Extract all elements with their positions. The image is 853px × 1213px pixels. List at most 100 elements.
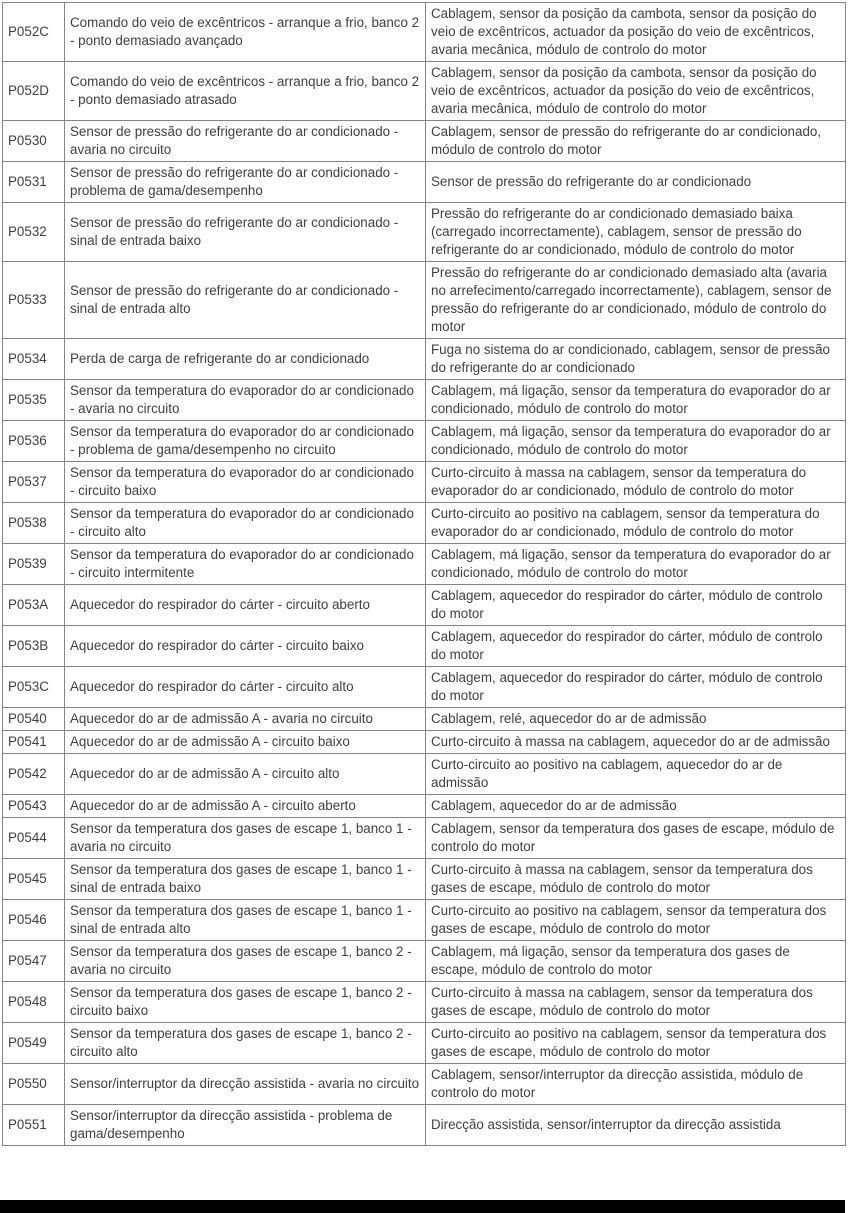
dtc-description-cell: Sensor da temperatura dos gases de escap… bbox=[64, 981, 426, 1023]
dtc-code-cell: P0549 bbox=[2, 1022, 65, 1064]
dtc-description-cell: Sensor da temperatura dos gases de escap… bbox=[64, 817, 426, 859]
table-row: P0533 Sensor de pressão do refrigerante … bbox=[2, 261, 846, 339]
dtc-description-cell: Aquecedor do ar de admissão A - circuito… bbox=[64, 730, 426, 754]
dtc-causes-cell: Cablagem, aquecedor do respirador do cár… bbox=[425, 625, 846, 667]
dtc-description-cell: Sensor da temperatura do evaporador do a… bbox=[64, 420, 426, 462]
table-row: P0532 Sensor de pressão do refrigerante … bbox=[2, 202, 846, 262]
table-row: P0543 Aquecedor do ar de admissão A - ci… bbox=[2, 794, 846, 818]
table-row: P0546 Sensor da temperatura dos gases de… bbox=[2, 899, 846, 941]
dtc-description-cell: Aquecedor do ar de admissão A - circuito… bbox=[64, 794, 426, 818]
dtc-causes-cell: Cablagem, aquecedor do respirador do cár… bbox=[425, 666, 846, 708]
dtc-code-cell: P053B bbox=[2, 625, 65, 667]
dtc-description-cell: Sensor de pressão do refrigerante do ar … bbox=[64, 261, 426, 339]
dtc-causes-cell: Curto-circuito ao positivo na cablagem, … bbox=[425, 753, 846, 795]
dtc-code-cell: P0533 bbox=[2, 261, 65, 339]
dtc-causes-cell: Cablagem, relé, aquecedor do ar de admis… bbox=[425, 707, 846, 731]
dtc-description-cell: Sensor da temperatura dos gases de escap… bbox=[64, 858, 426, 900]
table-row: P0545 Sensor da temperatura dos gases de… bbox=[2, 858, 846, 900]
dtc-code-cell: P0531 bbox=[2, 161, 65, 203]
dtc-causes-cell: Cablagem, aquecedor do ar de admissão bbox=[425, 794, 846, 818]
dtc-table-body: P052C Comando do veio de excêntricos - a… bbox=[2, 2, 846, 1146]
dtc-description-cell: Aquecedor do ar de admissão A - circuito… bbox=[64, 753, 426, 795]
dtc-code-cell: P052D bbox=[2, 61, 65, 121]
dtc-description-cell: Sensor da temperatura do evaporador do a… bbox=[64, 502, 426, 544]
dtc-code-cell: P0536 bbox=[2, 420, 65, 462]
dtc-causes-cell: Fuga no sistema do ar condicionado, cabl… bbox=[425, 338, 846, 380]
dtc-causes-cell: Cablagem, sensor/interruptor da direcção… bbox=[425, 1063, 846, 1105]
dtc-causes-cell: Sensor de pressão do refrigerante do ar … bbox=[425, 161, 846, 203]
dtc-code-cell: P0550 bbox=[2, 1063, 65, 1105]
dtc-code-cell: P0544 bbox=[2, 817, 65, 859]
dtc-description-cell: Comando do veio de excêntricos - arranqu… bbox=[64, 61, 426, 121]
table-row: P0535 Sensor da temperatura do evaporado… bbox=[2, 379, 846, 421]
dtc-description-cell: Comando do veio de excêntricos - arranqu… bbox=[64, 2, 426, 62]
dtc-causes-cell: Curto-circuito à massa na cablagem, sens… bbox=[425, 858, 846, 900]
table-row: P053B Aquecedor do respirador do cárter … bbox=[2, 625, 846, 667]
dtc-description-cell: Sensor da temperatura dos gases de escap… bbox=[64, 940, 426, 982]
dtc-causes-cell: Cablagem, sensor da posição da cambota, … bbox=[425, 61, 846, 121]
dtc-code-cell: P052C bbox=[2, 2, 65, 62]
table-row: P0537 Sensor da temperatura do evaporado… bbox=[2, 461, 846, 503]
dtc-causes-cell: Cablagem, má ligação, sensor da temperat… bbox=[425, 940, 846, 982]
table-row: P0534 Perda de carga de refrigerante do … bbox=[2, 338, 846, 380]
dtc-description-cell: Sensor/interruptor da direcção assistida… bbox=[64, 1063, 426, 1105]
dtc-causes-cell: Pressão do refrigerante do ar condiciona… bbox=[425, 202, 846, 262]
table-row: P0541 Aquecedor do ar de admissão A - ci… bbox=[2, 730, 846, 754]
table-row: P052C Comando do veio de excêntricos - a… bbox=[2, 2, 846, 62]
dtc-causes-cell: Cablagem, má ligação, sensor da temperat… bbox=[425, 420, 846, 462]
dtc-description-cell: Aquecedor do respirador do cárter - circ… bbox=[64, 625, 426, 667]
dtc-description-cell: Sensor da temperatura do evaporador do a… bbox=[64, 379, 426, 421]
table-row: P0538 Sensor da temperatura do evaporado… bbox=[2, 502, 846, 544]
table-row: P0536 Sensor da temperatura do evaporado… bbox=[2, 420, 846, 462]
dtc-description-cell: Sensor da temperatura do evaporador do a… bbox=[64, 543, 426, 585]
dtc-causes-cell: Cablagem, má ligação, sensor da temperat… bbox=[425, 543, 846, 585]
dtc-code-cell: P0540 bbox=[2, 707, 65, 731]
table-row: P0548 Sensor da temperatura dos gases de… bbox=[2, 981, 846, 1023]
dtc-code-cell: P0535 bbox=[2, 379, 65, 421]
dtc-causes-cell: Curto-circuito à massa na cablagem, aque… bbox=[425, 730, 846, 754]
dtc-code-cell: P0534 bbox=[2, 338, 65, 380]
dtc-code-cell: P0537 bbox=[2, 461, 65, 503]
dtc-description-cell: Sensor de pressão do refrigerante do ar … bbox=[64, 202, 426, 262]
table-row: P0551 Sensor/interruptor da direcção ass… bbox=[2, 1104, 846, 1146]
dtc-causes-cell: Cablagem, aquecedor do respirador do cár… bbox=[425, 584, 846, 626]
dtc-code-cell: P0538 bbox=[2, 502, 65, 544]
table-row: P052D Comando do veio de excêntricos - a… bbox=[2, 61, 846, 121]
dtc-causes-cell: Curto-circuito à massa na cablagem, sens… bbox=[425, 461, 846, 503]
dtc-code-cell: P0551 bbox=[2, 1104, 65, 1146]
dtc-causes-cell: Curto-circuito ao positivo na cablagem, … bbox=[425, 1022, 846, 1064]
dtc-causes-cell: Pressão do refrigerante do ar condiciona… bbox=[425, 261, 846, 339]
table-row: P053C Aquecedor do respirador do cárter … bbox=[2, 666, 846, 708]
table-row: P0544 Sensor da temperatura dos gases de… bbox=[2, 817, 846, 859]
table-row: P0547 Sensor da temperatura dos gases de… bbox=[2, 940, 846, 982]
page-bottom-bar bbox=[0, 1200, 845, 1213]
dtc-description-cell: Sensor da temperatura do evaporador do a… bbox=[64, 461, 426, 503]
dtc-causes-cell: Curto-circuito à massa na cablagem, sens… bbox=[425, 981, 846, 1023]
table-row: P053A Aquecedor do respirador do cárter … bbox=[2, 584, 846, 626]
table-row: P0550 Sensor/interruptor da direcção ass… bbox=[2, 1063, 846, 1105]
dtc-description-cell: Aquecedor do respirador do cárter - circ… bbox=[64, 666, 426, 708]
dtc-code-cell: P0530 bbox=[2, 120, 65, 162]
table-row: P0531 Sensor de pressão do refrigerante … bbox=[2, 161, 846, 203]
dtc-code-cell: P0546 bbox=[2, 899, 65, 941]
dtc-description-cell: Aquecedor do ar de admissão A - avaria n… bbox=[64, 707, 426, 731]
dtc-code-cell: P053C bbox=[2, 666, 65, 708]
table-row: P0549 Sensor da temperatura dos gases de… bbox=[2, 1022, 846, 1064]
dtc-causes-cell: Cablagem, má ligação, sensor da temperat… bbox=[425, 379, 846, 421]
dtc-description-cell: Aquecedor do respirador do cárter - circ… bbox=[64, 584, 426, 626]
table-row: P0540 Aquecedor do ar de admissão A - av… bbox=[2, 707, 846, 731]
dtc-description-cell: Perda de carga de refrigerante do ar con… bbox=[64, 338, 426, 380]
dtc-code-cell: P0547 bbox=[2, 940, 65, 982]
dtc-code-cell: P0542 bbox=[2, 753, 65, 795]
dtc-description-cell: Sensor da temperatura dos gases de escap… bbox=[64, 899, 426, 941]
dtc-causes-cell: Direcção assistida, sensor/interruptor d… bbox=[425, 1104, 846, 1146]
dtc-causes-cell: Cablagem, sensor da temperatura dos gase… bbox=[425, 817, 846, 859]
dtc-code-cell: P0545 bbox=[2, 858, 65, 900]
dtc-causes-cell: Cablagem, sensor da posição da cambota, … bbox=[425, 2, 846, 62]
dtc-code-cell: P0539 bbox=[2, 543, 65, 585]
dtc-code-cell: P053A bbox=[2, 584, 65, 626]
table-row: P0530 Sensor de pressão do refrigerante … bbox=[2, 120, 846, 162]
table-row: P0542 Aquecedor do ar de admissão A - ci… bbox=[2, 753, 846, 795]
dtc-causes-cell: Curto-circuito ao positivo na cablagem, … bbox=[425, 899, 846, 941]
